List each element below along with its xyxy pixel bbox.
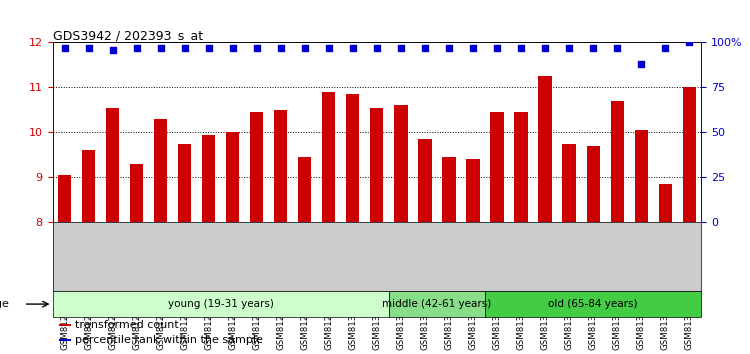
Point (106, 47, 118, 52)
Bar (485, 291, 701, 317)
Text: transformed count: transformed count (75, 320, 179, 330)
Bar (466, 159, 479, 354)
Point (659, 45, 671, 51)
Bar (251, 112, 263, 354)
Bar (154, 119, 167, 354)
Bar (130, 164, 143, 354)
Bar (298, 157, 311, 354)
Text: GDS3942 / 202393_s_at: GDS3942 / 202393_s_at (53, 29, 202, 42)
Point (683, 40, 695, 45)
Bar (442, 157, 455, 354)
Bar (490, 112, 503, 354)
Point (322, 45, 334, 51)
Bar (322, 92, 335, 354)
Bar (419, 139, 431, 354)
Point (178, 45, 190, 51)
Bar (53, 291, 389, 317)
Bar (59, 324, 70, 326)
Bar (538, 76, 552, 354)
Text: young (19-31 years): young (19-31 years) (168, 299, 274, 309)
Bar (370, 108, 383, 354)
Bar (202, 135, 215, 354)
Point (515, 45, 527, 51)
Bar (59, 339, 70, 341)
Point (274, 45, 286, 51)
Bar (178, 144, 191, 354)
Point (202, 45, 214, 51)
Text: old (65-84 years): old (65-84 years) (548, 299, 638, 309)
Point (346, 45, 358, 51)
Point (82, 45, 94, 51)
Point (443, 45, 455, 51)
Text: age: age (0, 299, 9, 309)
Text: percentile rank within the sample: percentile rank within the sample (75, 335, 263, 345)
Bar (274, 110, 287, 354)
Point (395, 45, 407, 51)
Point (611, 45, 623, 51)
Bar (394, 105, 407, 354)
Bar (586, 146, 600, 354)
Bar (634, 130, 648, 354)
Bar (562, 144, 576, 354)
Bar (58, 175, 71, 354)
Bar (389, 291, 485, 317)
Point (467, 45, 479, 51)
Point (370, 45, 382, 51)
Point (635, 61, 647, 67)
Bar (226, 132, 239, 354)
Point (298, 45, 310, 51)
Point (539, 45, 551, 51)
Point (226, 45, 238, 51)
Bar (658, 184, 672, 354)
Point (587, 45, 599, 51)
Point (58, 45, 70, 51)
Point (251, 45, 262, 51)
Point (130, 45, 142, 51)
Bar (82, 150, 95, 354)
Bar (106, 108, 119, 354)
Text: middle (42-61 years): middle (42-61 years) (382, 299, 491, 309)
Point (419, 45, 431, 51)
Bar (610, 101, 624, 354)
Point (154, 45, 166, 51)
Bar (346, 94, 359, 354)
Point (563, 45, 575, 51)
Bar (514, 112, 528, 354)
Bar (682, 87, 696, 354)
Point (491, 45, 503, 51)
